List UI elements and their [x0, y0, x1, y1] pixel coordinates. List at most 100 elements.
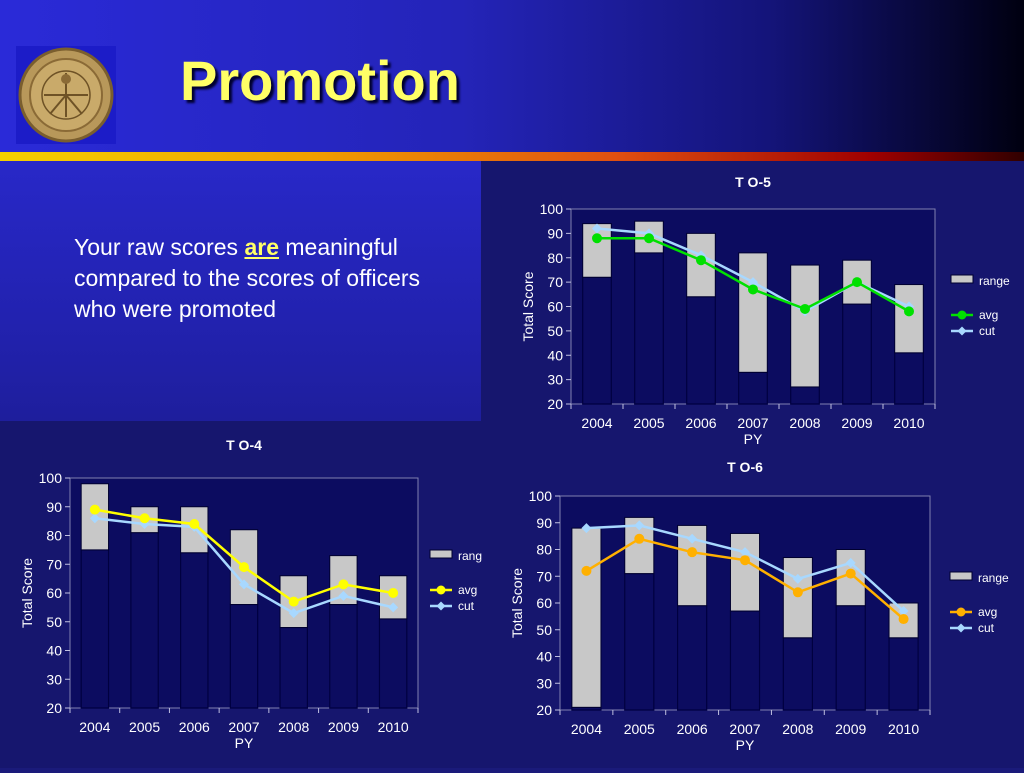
x-tick-label: 2008: [278, 719, 309, 735]
point-avg: [740, 555, 750, 566]
y-tick-label: 20: [536, 702, 552, 718]
x-tick-label: 2010: [378, 719, 409, 735]
point-avg: [792, 587, 803, 598]
point-cut: [338, 590, 349, 601]
chart-title: T O-5: [735, 174, 771, 190]
text-panel: [0, 161, 481, 421]
legend-label-avg: avg: [458, 583, 477, 597]
point-cut: [388, 602, 399, 613]
y-tick-label: 90: [547, 225, 563, 241]
point-avg: [338, 579, 349, 590]
seal-icon: [18, 47, 114, 143]
range-bar: [888, 602, 919, 639]
point-avg: [898, 614, 909, 625]
range-bar: [738, 252, 768, 373]
legend-swatch-range: [429, 549, 453, 559]
point-cut: [792, 573, 803, 584]
point-avg: [845, 568, 856, 579]
y-tick-label: 20: [46, 700, 62, 716]
legend-label-range: rang: [458, 549, 482, 563]
range-bar: [582, 223, 612, 278]
range-bar: [229, 529, 259, 605]
point-avg: [388, 588, 399, 598]
x-tick-label: 2008: [789, 415, 820, 431]
range-bar: [729, 532, 761, 612]
legend-swatch-range: [950, 274, 974, 284]
y-tick-label: 100: [39, 470, 63, 486]
point-avg: [644, 233, 654, 244]
header-stripe: [0, 152, 1024, 161]
y-tick-label: 90: [536, 515, 552, 531]
x-tick-label: 2005: [633, 415, 664, 431]
range-bar: [782, 557, 813, 639]
point-avg: [189, 519, 200, 529]
point-avg: [696, 255, 706, 266]
range-bar: [790, 264, 820, 388]
header-banner: [0, 0, 1024, 152]
legend-label-cut: cut: [978, 621, 995, 635]
x-tick-label: 2010: [893, 415, 924, 431]
y-tick-label: 40: [46, 643, 62, 659]
page-title: Promotion: [180, 49, 460, 112]
point-avg: [139, 513, 150, 524]
x-tick-label: 2004: [581, 415, 612, 431]
point-avg: [288, 596, 299, 607]
x-tick-label: 2007: [729, 721, 760, 737]
point-cut: [740, 547, 750, 558]
point-cut: [239, 579, 249, 590]
point-avg: [239, 562, 249, 573]
x-tick-label: 2008: [782, 721, 813, 737]
y-tick-label: 30: [46, 671, 62, 687]
y-tick-label: 70: [46, 556, 62, 572]
chart-to5-svg: T O-5 20 30 40 50 60 70 80 90 100 2004 2005 2006 2007…: [520, 174, 1010, 447]
legend-label-range: range: [978, 571, 1009, 585]
y-tick-label: 40: [547, 347, 563, 363]
body-text: Your raw scores are meaningful compared …: [74, 232, 454, 325]
legend-label-cut: cut: [458, 599, 475, 613]
y-tick-label: 100: [529, 488, 553, 504]
legend-marker-cut: [956, 623, 966, 633]
legend-label-avg: avg: [979, 308, 998, 322]
x-axis-title: PY: [744, 431, 763, 447]
point-avg: [581, 565, 592, 576]
x-tick-label: 2007: [737, 415, 768, 431]
x-tick-label: 2010: [888, 721, 919, 737]
chart-to4: T O-4 20 30 40 50 60 70 80 90 100 2004 2005 2006 2007…: [0, 421, 490, 768]
chart-to6-svg: T O-6 20 30 40 50 60 70 80 90 100 2004 2005 2006 2007…: [509, 459, 1009, 753]
x-axis-title: PY: [736, 737, 755, 753]
body-text-start: Your raw scores: [74, 234, 245, 260]
y-tick-label: 100: [540, 201, 564, 217]
point-cut: [581, 523, 592, 534]
y-axis-title: Total Score: [509, 568, 525, 638]
point-avg: [800, 303, 810, 314]
chart-to5: T O-5 20 30 40 50 60 70 80 90 100 2004 2005 2006 2007…: [481, 161, 1024, 450]
point-avg: [634, 533, 645, 544]
point-avg: [592, 233, 602, 244]
y-tick-label: 30: [536, 675, 552, 691]
x-axis-title: PY: [235, 735, 254, 751]
x-tick-label: 2006: [677, 721, 708, 737]
legend-label-cut: cut: [979, 324, 996, 338]
x-tick-label: 2004: [571, 721, 602, 737]
point-cut: [89, 513, 100, 524]
point-avg: [852, 277, 862, 288]
y-tick-label: 30: [547, 372, 563, 388]
y-axis-title: Total Score: [19, 558, 35, 628]
y-axis-title: Total Score: [520, 271, 536, 341]
y-tick-label: 50: [536, 622, 552, 638]
range-bar: [894, 284, 924, 354]
point-avg: [748, 284, 758, 295]
y-tick-label: 40: [536, 649, 552, 665]
x-tick-label: 2007: [228, 719, 259, 735]
legend-marker-cut: [957, 326, 967, 336]
chart-to4-svg: T O-4 20 30 40 50 60 70 80 90 100 2004 2005 2006 2007…: [19, 437, 482, 751]
y-tick-label: 50: [46, 614, 62, 630]
seal-logo: [16, 46, 116, 144]
x-tick-label: 2006: [179, 719, 210, 735]
point-avg: [904, 306, 914, 317]
legend-swatch-range: [949, 571, 973, 581]
chart-title: T O-4: [226, 437, 262, 453]
point-cut: [687, 533, 698, 544]
x-tick-label: 2005: [624, 721, 655, 737]
y-tick-label: 50: [547, 323, 563, 339]
